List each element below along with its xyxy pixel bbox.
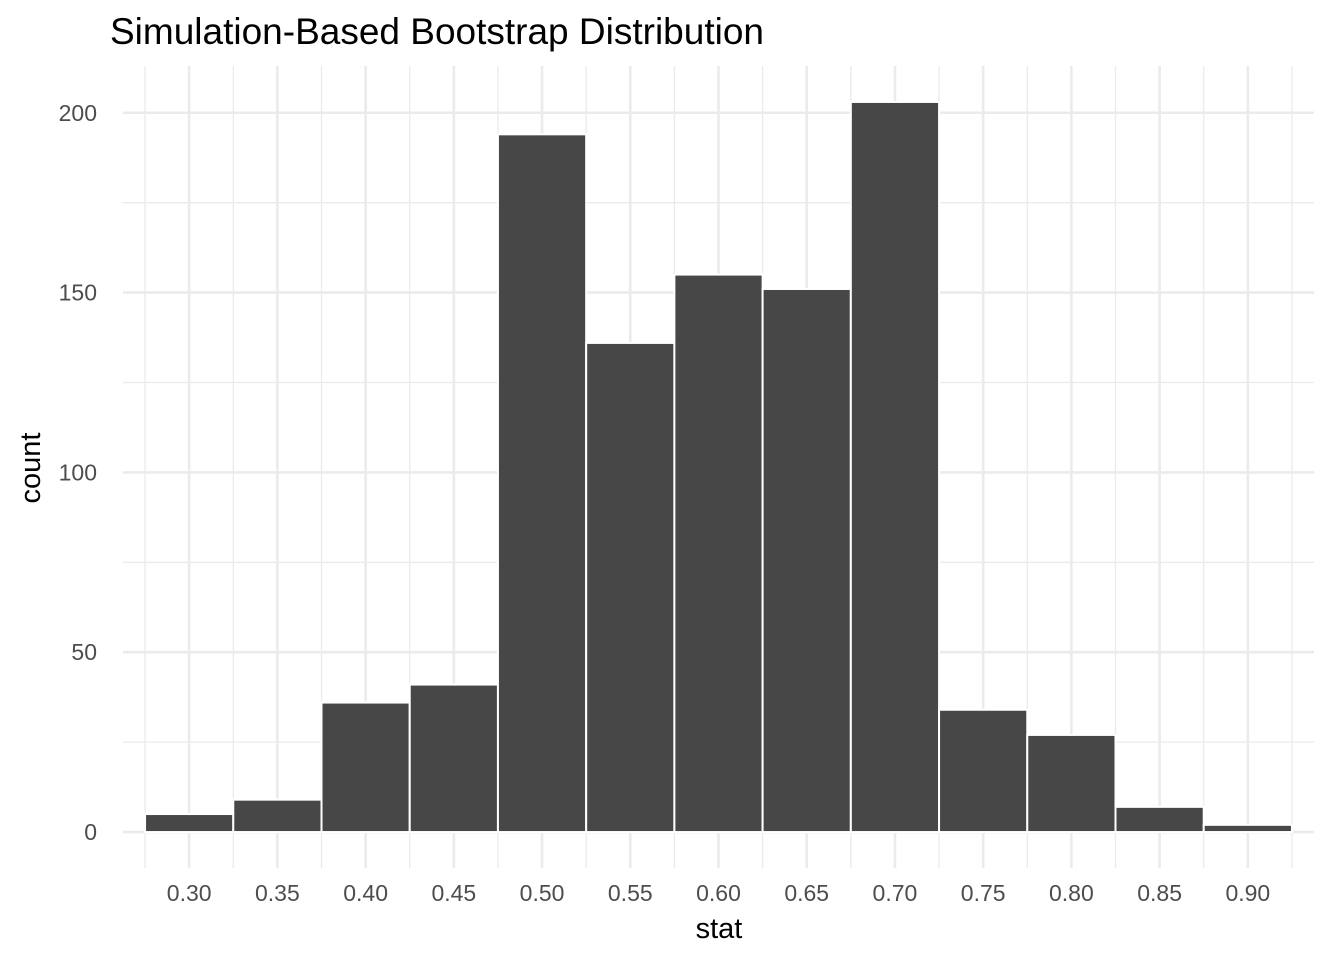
y-axis-title: count [15, 433, 47, 504]
histogram-bar [320, 701, 411, 834]
bars [144, 100, 1293, 834]
x-tick-label: 0.55 [608, 880, 653, 906]
x-tick-label: 0.90 [1225, 880, 1270, 906]
x-tick-label: 0.35 [255, 880, 300, 906]
x-tick-label: 0.60 [696, 880, 741, 906]
x-tick-label: 0.40 [343, 880, 388, 906]
x-tick-label: 0.30 [167, 880, 212, 906]
x-tick-label: 0.85 [1137, 880, 1182, 906]
x-axis-tick-labels: 0.30 0.35 0.40 0.45 0.50 0.55 0.60 0.65 0.70 0.75… [167, 880, 1270, 906]
x-tick-label: 0.75 [961, 880, 1006, 906]
histogram-bar [1114, 805, 1205, 834]
histogram-bar [938, 708, 1029, 834]
histogram-bar [761, 287, 852, 834]
x-axis-title: stat [696, 913, 743, 945]
y-tick-label: 50 [71, 639, 97, 665]
y-tick-label: 200 [59, 100, 97, 126]
histogram-bar [496, 133, 588, 834]
y-tick-label: 150 [59, 280, 97, 306]
y-tick-label: 0 [84, 819, 97, 845]
y-tick-label: 100 [59, 459, 97, 485]
histogram-bar [408, 683, 499, 834]
x-tick-label: 0.45 [431, 880, 476, 906]
histogram-bar [1202, 823, 1293, 834]
x-tick-label: 0.65 [784, 880, 829, 906]
histogram-bar [849, 100, 941, 834]
x-tick-label: 0.70 [873, 880, 918, 906]
x-tick-label: 0.50 [520, 880, 565, 906]
histogram-bar [232, 798, 323, 834]
histogram-bar [1026, 733, 1117, 834]
y-axis-tick-labels: 0 50 100 150 200 [59, 100, 97, 845]
x-tick-label: 0.80 [1049, 880, 1094, 906]
chart-title: Simulation-Based Bootstrap Distribution [110, 11, 764, 52]
histogram-bar [144, 813, 235, 834]
histogram-bar [585, 341, 676, 834]
histogram-bar [673, 273, 764, 834]
